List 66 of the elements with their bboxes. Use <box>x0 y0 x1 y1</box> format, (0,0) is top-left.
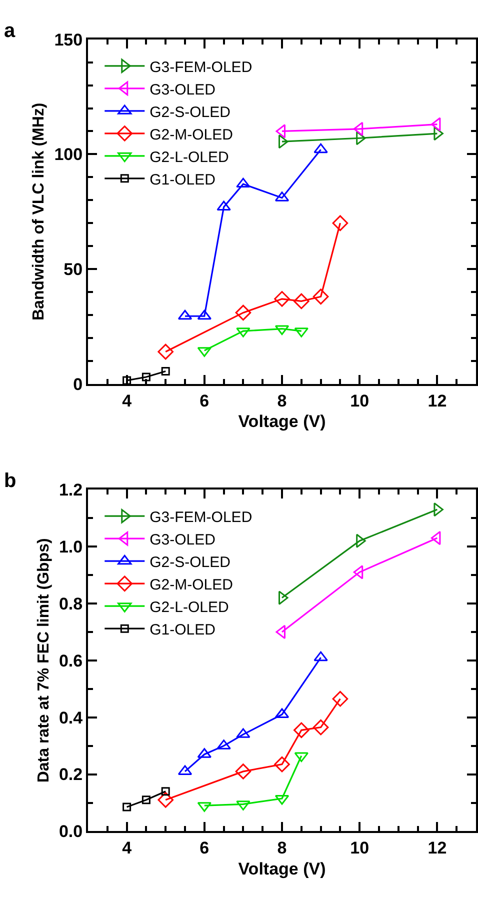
y-tick-label: 0.8 <box>58 594 83 614</box>
point <box>142 796 150 804</box>
legend-label: G2-M-OLED <box>150 576 234 594</box>
y-tick-label: 0.4 <box>58 708 84 728</box>
y-tick-label: 0.0 <box>58 822 83 842</box>
y-tick-label: 150 <box>54 30 83 50</box>
x-tick-label: 12 <box>428 391 447 410</box>
y-tick-label: 0 <box>73 374 83 394</box>
point <box>314 143 328 154</box>
point <box>332 690 348 707</box>
x-tick-label: 8 <box>277 391 287 410</box>
y-tick-label: 1.2 <box>58 480 83 500</box>
legend-label: G2-L-OLED <box>150 598 229 616</box>
point <box>294 722 310 738</box>
point <box>216 200 231 211</box>
legend-label: G2-S-OLED <box>150 554 231 571</box>
point <box>274 794 290 805</box>
chart-title: a <box>4 20 16 42</box>
x-tick-label: 12 <box>428 838 447 858</box>
point <box>274 756 290 772</box>
point <box>312 719 329 736</box>
chart-title: b <box>4 470 16 492</box>
x-tick-label: 8 <box>277 838 287 858</box>
point <box>142 372 150 382</box>
y-axis-title: Data rate at 7% FEC limit (Gbps) <box>35 538 52 783</box>
point <box>158 792 174 808</box>
x-tick-label: 6 <box>200 391 210 410</box>
y-tick-label: 0.6 <box>58 651 83 670</box>
legend-label: G2-M-OLED <box>150 126 234 144</box>
point <box>122 376 132 385</box>
legend-label: G3-FEM-OLED <box>150 508 252 526</box>
y-tick-label: 1.0 <box>58 538 83 556</box>
point <box>235 764 252 780</box>
point <box>332 215 348 232</box>
legend-label: G3-OLED <box>150 531 216 548</box>
point <box>294 293 310 310</box>
x-axis-title: Voltage (V) <box>238 860 326 879</box>
point <box>161 787 170 796</box>
x-tick-label: 6 <box>200 838 210 858</box>
legend-label: G3-FEM-OLED <box>150 58 252 76</box>
point <box>353 122 364 136</box>
point <box>274 325 290 336</box>
legend-label: G1-OLED <box>150 171 216 188</box>
point <box>161 367 170 376</box>
legend-label: G2-L-OLED <box>150 148 229 166</box>
point <box>312 288 329 305</box>
point <box>274 708 290 718</box>
y-tick-label: 100 <box>54 145 83 164</box>
x-axis-title: Voltage (V) <box>238 412 326 432</box>
y-tick-label: 0.2 <box>58 765 83 784</box>
point <box>430 117 441 132</box>
legend-label: G3-OLED <box>150 81 216 98</box>
y-axis-title: Bandwidth of VLC link (MHz) <box>30 102 48 320</box>
x-tick-label: 4 <box>122 391 132 410</box>
point <box>122 802 132 812</box>
point <box>236 178 250 188</box>
point <box>314 651 328 662</box>
x-tick-label: 10 <box>350 838 370 858</box>
legend-label: G1-OLED <box>150 621 216 638</box>
y-tick-label: 50 <box>64 260 83 279</box>
point <box>158 344 174 360</box>
point <box>274 291 290 307</box>
point <box>235 304 252 321</box>
x-tick-label: 10 <box>350 391 370 410</box>
x-tick-label: 4 <box>122 838 132 858</box>
legend-label: G2-S-OLED <box>150 104 231 121</box>
